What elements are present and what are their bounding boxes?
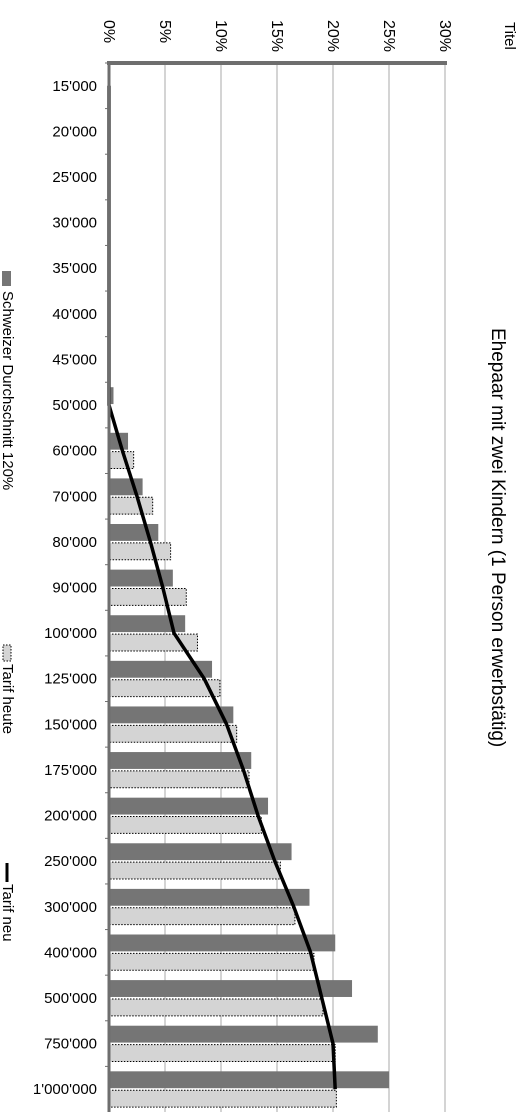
- bar-schweizer-durchschnitt: [109, 888, 310, 906]
- category-label: 15'000: [52, 78, 97, 95]
- category-label: 90'000: [52, 580, 97, 597]
- bar-tarif-heute: [108, 816, 262, 834]
- bar-tarif-heute: [108, 770, 250, 789]
- bar-schweizer-durchschnitt: [109, 660, 213, 678]
- bar-schweizer-durchschnitt: [109, 569, 173, 587]
- legend-label-schweizer-durchschnitt: Schweizer Durchschnitt 120%: [0, 291, 16, 490]
- bar-tarif-heute: [108, 588, 187, 606]
- category-label: 125'000: [44, 671, 97, 688]
- category-label: 45'000: [52, 351, 97, 368]
- x-tick-label: 5%: [156, 20, 173, 43]
- bar-tarif-heute: [108, 998, 324, 1017]
- category-label: 250'000: [44, 853, 97, 870]
- category-label: 70'000: [52, 488, 97, 505]
- x-tick-label: 30%: [436, 20, 453, 52]
- category-label: 80'000: [52, 534, 97, 551]
- category-label: 40'000: [52, 306, 97, 323]
- bar-schweizer-durchschnitt: [109, 615, 186, 633]
- bar-schweizer-durchschnitt: [109, 387, 114, 405]
- category-label: 300'000: [44, 899, 97, 916]
- bar-layer: [108, 387, 389, 1108]
- category-label: 500'000: [44, 990, 97, 1007]
- x-tick-label: 15%: [268, 20, 285, 52]
- x-tick-label: 0%: [100, 20, 117, 43]
- axis-layer: 0% 5% 10% 15% 20% 25% 30% 15'000 20'000 25'000 30'…: [33, 20, 453, 1112]
- bar-tarif-heute: [108, 861, 281, 880]
- bar-schweizer-durchschnitt: [109, 1025, 378, 1043]
- bar-tarif-heute: [108, 1089, 337, 1108]
- category-label: 100'000: [44, 625, 97, 642]
- bar-schweizer-durchschnitt: [109, 980, 353, 997]
- bar-schweizer-durchschnitt: [109, 797, 269, 815]
- bar-schweizer-durchschnitt: [109, 934, 336, 952]
- category-label: 150'000: [44, 716, 97, 733]
- category-label: 1'000'000: [33, 1081, 97, 1098]
- bar-tarif-heute: [108, 451, 135, 470]
- bar-schweizer-durchschnitt: [109, 752, 252, 769]
- corner-label: Titel: [501, 22, 518, 50]
- bar-schweizer-durchschnitt: [109, 706, 234, 724]
- x-tick-label: 20%: [324, 20, 341, 52]
- legend: Schweizer Durchschnitt 120% Tarif heute Ta…: [0, 271, 16, 942]
- category-label: 25'000: [52, 169, 97, 186]
- bar-tarif-heute: [108, 542, 172, 561]
- category-label: 750'000: [44, 1036, 97, 1053]
- category-label: 50'000: [52, 397, 97, 414]
- bar-schweizer-durchschnitt: [109, 843, 292, 861]
- legend-swatch-tarif-heute: [2, 644, 12, 662]
- x-tick-label: 25%: [380, 20, 397, 52]
- bar-tarif-heute: [108, 907, 296, 926]
- legend-label-tarif-heute: Tarif heute: [0, 664, 16, 734]
- bar-tarif-heute: [108, 952, 315, 971]
- legend-label-tarif-neu: Tarif neu: [0, 884, 16, 942]
- bar-tarif-heute: [108, 724, 238, 743]
- category-label: 175'000: [44, 762, 97, 779]
- category-label: 35'000: [52, 260, 97, 277]
- category-label: 200'000: [44, 808, 97, 825]
- category-label: 60'000: [52, 443, 97, 460]
- bar-tarif-heute: [108, 679, 221, 698]
- x-tick-label: 10%: [212, 20, 229, 52]
- legend-swatch-schweizer-durchschnitt: [2, 271, 11, 286]
- category-label: 20'000: [52, 123, 97, 140]
- bar-tarif-heute: [108, 1044, 336, 1062]
- category-label: 30'000: [52, 215, 97, 232]
- bar-tarif-heute: [108, 496, 154, 515]
- bar-schweizer-durchschnitt: [109, 1071, 389, 1089]
- category-label: 400'000: [44, 944, 97, 961]
- chart-title: Ehepaar mit zwei Kindern (1 Person erwer…: [487, 328, 508, 747]
